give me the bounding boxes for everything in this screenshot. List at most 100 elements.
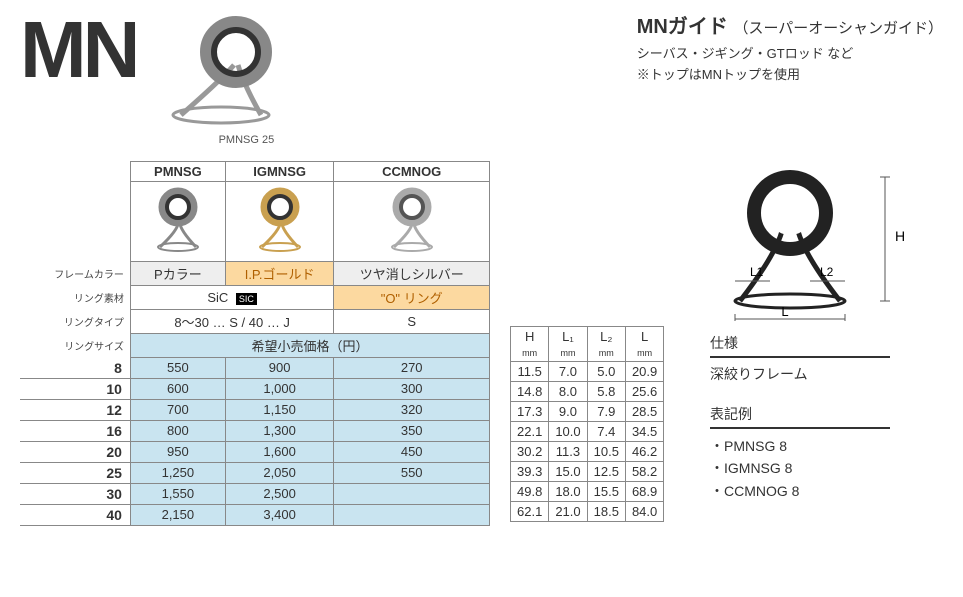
dim-cell: 14.8 — [511, 382, 549, 402]
price-caption: 希望小売価格（円） — [130, 334, 489, 358]
ring-type-b: S — [334, 310, 490, 334]
dim-cell: 49.8 — [511, 482, 549, 502]
example-list: ・PMNSG 8・IGMNSG 8・CCMNOG 8 — [710, 435, 799, 502]
dim-col-header: Lmm — [625, 327, 663, 362]
row-label: リング素材 — [20, 286, 130, 310]
sic-badge: SIC — [236, 293, 257, 305]
dim-cell: 34.5 — [625, 422, 663, 442]
ring-type-a: 8～30 … S / 40 … J — [130, 310, 334, 334]
header-right: MNガイド （スーパーオーシャンガイド） シーバス・ジギング・GTロッド など … — [637, 10, 943, 83]
dim-table: HmmL₁mmL₂mmLmm 11.57.05.020.914.88.05.82… — [510, 326, 664, 522]
col-header: CCMNOG — [334, 162, 490, 182]
price-cell: 700 — [130, 399, 225, 420]
ring-material-a: SiC — [207, 290, 228, 305]
svg-text:L2: L2 — [820, 265, 834, 279]
ring-size: 16 — [20, 420, 130, 441]
ring-material-b: "O" リング — [334, 286, 490, 310]
dim-cell: 21.0 — [549, 502, 587, 522]
price-cell: 2,150 — [130, 504, 225, 525]
row-label: フレームカラー — [20, 262, 130, 286]
dim-cell: 15.0 — [549, 462, 587, 482]
ring-size: 20 — [20, 441, 130, 462]
dim-cell: 5.0 — [587, 362, 625, 382]
dim-cell: 25.6 — [625, 382, 663, 402]
price-cell: 300 — [334, 378, 490, 399]
dim-col-header: L₂mm — [587, 327, 625, 362]
dim-cell: 46.2 — [625, 442, 663, 462]
price-cell: 800 — [130, 420, 225, 441]
price-cell: 1,600 — [225, 441, 334, 462]
price-cell: 450 — [334, 441, 490, 462]
dim-cell: 18.5 — [587, 502, 625, 522]
header-line1: シーバス・ジギング・GTロッド など — [637, 43, 943, 62]
product-image: PMNSG 25 — [166, 10, 326, 146]
svg-text:L: L — [781, 304, 788, 319]
header-title-main: MNガイド — [637, 16, 728, 38]
dim-cell: 10.0 — [549, 422, 587, 442]
price-cell: 350 — [334, 420, 490, 441]
dim-cell: 9.0 — [549, 402, 587, 422]
dim-table-wrap: HmmL₁mmL₂mmLmm 11.57.05.020.914.88.05.82… — [510, 326, 690, 526]
variant-table-wrap: PMNSG IGMNSG CCMNOG フレームカラー Pカラー I.P.ゴール… — [20, 161, 490, 526]
right-column: H L L1 L2 仕様 深絞りフレーム 表記例 ・PMNSG 8・IGMNSG… — [710, 161, 943, 526]
price-cell: 2,050 — [225, 462, 334, 483]
price-cell: 1,550 — [130, 483, 225, 504]
price-cell: 950 — [130, 441, 225, 462]
dim-cell: 7.4 — [587, 422, 625, 442]
example-label: 表記例 — [710, 404, 890, 429]
dim-cell: 68.9 — [625, 482, 663, 502]
ring-size: 25 — [20, 462, 130, 483]
dim-cell: 7.0 — [549, 362, 587, 382]
product-caption: PMNSG 25 — [219, 134, 275, 146]
main-content: PMNSG IGMNSG CCMNOG フレームカラー Pカラー I.P.ゴール… — [20, 161, 943, 526]
spec-text: 深絞りフレーム — [710, 364, 808, 384]
dim-cell: 20.9 — [625, 362, 663, 382]
ring-size: 12 — [20, 399, 130, 420]
dim-cell: 22.1 — [511, 422, 549, 442]
price-cell: 900 — [225, 358, 334, 379]
col-header: IGMNSG — [225, 162, 334, 182]
spec-label: 仕様 — [710, 333, 890, 358]
dim-cell: 12.5 — [587, 462, 625, 482]
dim-cell: 17.3 — [511, 402, 549, 422]
dim-cell: 18.0 — [549, 482, 587, 502]
frame-color: Pカラー — [130, 262, 225, 286]
ring-size: 10 — [20, 378, 130, 399]
row-label: リングサイズ — [20, 334, 130, 358]
row-label: リングタイプ — [20, 310, 130, 334]
dim-cell: 30.2 — [511, 442, 549, 462]
dim-cell: 15.5 — [587, 482, 625, 502]
frame-color: I.P.ゴールド — [225, 262, 334, 286]
price-cell — [334, 504, 490, 525]
dim-cell: 84.0 — [625, 502, 663, 522]
frame-color: ツヤ消しシルバー — [334, 262, 490, 286]
col-header: PMNSG — [130, 162, 225, 182]
dim-cell: 28.5 — [625, 402, 663, 422]
price-cell: 1,000 — [225, 378, 334, 399]
dim-cell: 8.0 — [549, 382, 587, 402]
dim-cell: 11.5 — [511, 362, 549, 382]
header-line2: ※トップはMNトップを使用 — [637, 64, 943, 83]
header-title-sub: （スーパーオーシャンガイド） — [733, 20, 943, 37]
dim-cell: 7.9 — [587, 402, 625, 422]
dim-cell: 62.1 — [511, 502, 549, 522]
dim-cell: 11.3 — [549, 442, 587, 462]
variant-table: PMNSG IGMNSG CCMNOG フレームカラー Pカラー I.P.ゴール… — [20, 161, 490, 526]
price-cell: 2,500 — [225, 483, 334, 504]
dim-col-header: Hmm — [511, 327, 549, 362]
example-item: ・PMNSG 8 — [710, 435, 799, 457]
price-cell: 1,300 — [225, 420, 334, 441]
price-cell: 1,150 — [225, 399, 334, 420]
price-cell: 550 — [130, 358, 225, 379]
svg-text:L1: L1 — [750, 265, 764, 279]
price-cell: 1,250 — [130, 462, 225, 483]
price-cell: 270 — [334, 358, 490, 379]
dimension-diagram: H L L1 L2 — [710, 161, 930, 321]
ring-size: 40 — [20, 504, 130, 525]
price-cell: 320 — [334, 399, 490, 420]
dim-h-label: H — [895, 228, 905, 244]
header: MN PMNSG 25 MNガイド （スーパーオーシャンガイド） シーバス・ジギ… — [20, 10, 943, 146]
ring-size: 30 — [20, 483, 130, 504]
dim-col-header: L₁mm — [549, 327, 587, 362]
dim-cell: 58.2 — [625, 462, 663, 482]
